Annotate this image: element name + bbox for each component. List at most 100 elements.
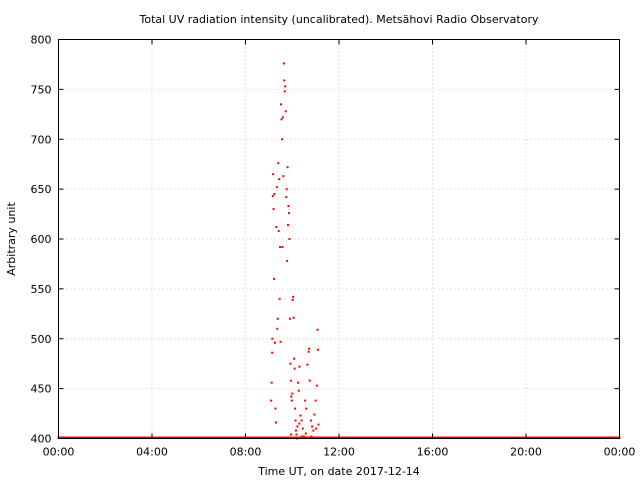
- baseline-point: [59, 436, 62, 439]
- x-tick-label: 20:00: [510, 446, 542, 459]
- baseline-point: [158, 436, 161, 439]
- baseline-point: [287, 436, 290, 439]
- baseline-point: [330, 436, 333, 439]
- baseline-point: [426, 436, 429, 439]
- baseline-point: [381, 436, 384, 439]
- baseline-point: [513, 436, 516, 439]
- baseline-point: [532, 436, 535, 439]
- baseline-point: [78, 436, 81, 439]
- data-point: [297, 381, 300, 384]
- baseline-point: [332, 436, 335, 439]
- baseline-point: [322, 436, 325, 439]
- baseline-point: [272, 436, 275, 439]
- data-point: [293, 357, 296, 360]
- data-point: [309, 419, 312, 422]
- baseline-point: [277, 436, 280, 439]
- y-tick-label: 800: [31, 34, 52, 47]
- x-tick-label: 00:00: [43, 446, 75, 459]
- baseline-point: [321, 436, 324, 439]
- baseline-point: [183, 436, 186, 439]
- baseline-point: [539, 436, 542, 439]
- baseline-point: [412, 436, 415, 439]
- baseline-point: [139, 436, 142, 439]
- baseline-point: [343, 436, 346, 439]
- data-point: [300, 419, 303, 422]
- baseline-point: [138, 436, 141, 439]
- data-point: [272, 208, 275, 211]
- baseline-point: [160, 436, 163, 439]
- baseline-point: [65, 436, 68, 439]
- baseline-point: [495, 436, 498, 439]
- data-point: [304, 399, 307, 402]
- baseline-point: [79, 436, 82, 439]
- baseline-point: [352, 436, 355, 439]
- baseline-point: [450, 436, 453, 439]
- baseline-point: [131, 436, 134, 439]
- baseline-point: [128, 436, 131, 439]
- baseline-point: [464, 436, 467, 439]
- baseline-point: [528, 436, 531, 439]
- baseline-point: [481, 436, 484, 439]
- baseline-point: [97, 436, 100, 439]
- baseline-point: [315, 436, 318, 439]
- baseline-point: [70, 436, 73, 439]
- baseline-point: [459, 436, 462, 439]
- data-point: [316, 328, 319, 331]
- baseline-point: [339, 436, 342, 439]
- baseline-point: [485, 436, 488, 439]
- baseline-point: [575, 436, 578, 439]
- baseline-point: [349, 436, 352, 439]
- baseline-point: [112, 436, 115, 439]
- baseline-point: [586, 436, 589, 439]
- baseline-point: [507, 436, 510, 439]
- baseline-point: [392, 436, 395, 439]
- baseline-point: [96, 436, 99, 439]
- baseline-point: [475, 436, 478, 439]
- baseline-point: [172, 436, 175, 439]
- baseline-point: [584, 436, 587, 439]
- baseline-point: [610, 436, 613, 439]
- baseline-point: [542, 436, 545, 439]
- data-point: [284, 110, 287, 113]
- baseline-point: [606, 436, 609, 439]
- baseline-point: [453, 436, 456, 439]
- data-point: [285, 188, 288, 191]
- baseline-point: [396, 436, 399, 439]
- baseline-point: [106, 436, 109, 439]
- baseline-point: [235, 436, 238, 439]
- baseline-point: [384, 436, 387, 439]
- baseline-point: [617, 436, 620, 439]
- baseline-point: [319, 436, 322, 439]
- data-point: [290, 395, 293, 398]
- baseline-point: [145, 436, 148, 439]
- baseline-point: [58, 436, 61, 439]
- baseline-point: [298, 436, 301, 439]
- baseline-point: [169, 436, 172, 439]
- data-point: [302, 435, 305, 438]
- baseline-point: [308, 436, 311, 439]
- baseline-point: [345, 436, 348, 439]
- baseline-point: [474, 436, 477, 439]
- baseline-point: [399, 436, 402, 439]
- baseline-point: [216, 436, 219, 439]
- baseline-point: [223, 436, 226, 439]
- baseline-point: [593, 436, 596, 439]
- data-point: [292, 436, 295, 439]
- baseline-point: [598, 436, 601, 439]
- baseline-point: [141, 436, 144, 439]
- baseline-point: [328, 436, 331, 439]
- baseline-point: [335, 436, 338, 439]
- baseline-point: [264, 436, 267, 439]
- data-point: [279, 340, 282, 343]
- baseline-point: [320, 436, 323, 439]
- baseline-point: [336, 436, 339, 439]
- baseline-point: [105, 436, 108, 439]
- baseline-point: [527, 436, 530, 439]
- baseline-point: [602, 436, 605, 439]
- baseline-point: [194, 436, 197, 439]
- baseline-point: [119, 436, 122, 439]
- baseline-point: [404, 436, 407, 439]
- baseline-point: [505, 436, 508, 439]
- baseline-point: [248, 436, 251, 439]
- baseline-point: [281, 436, 284, 439]
